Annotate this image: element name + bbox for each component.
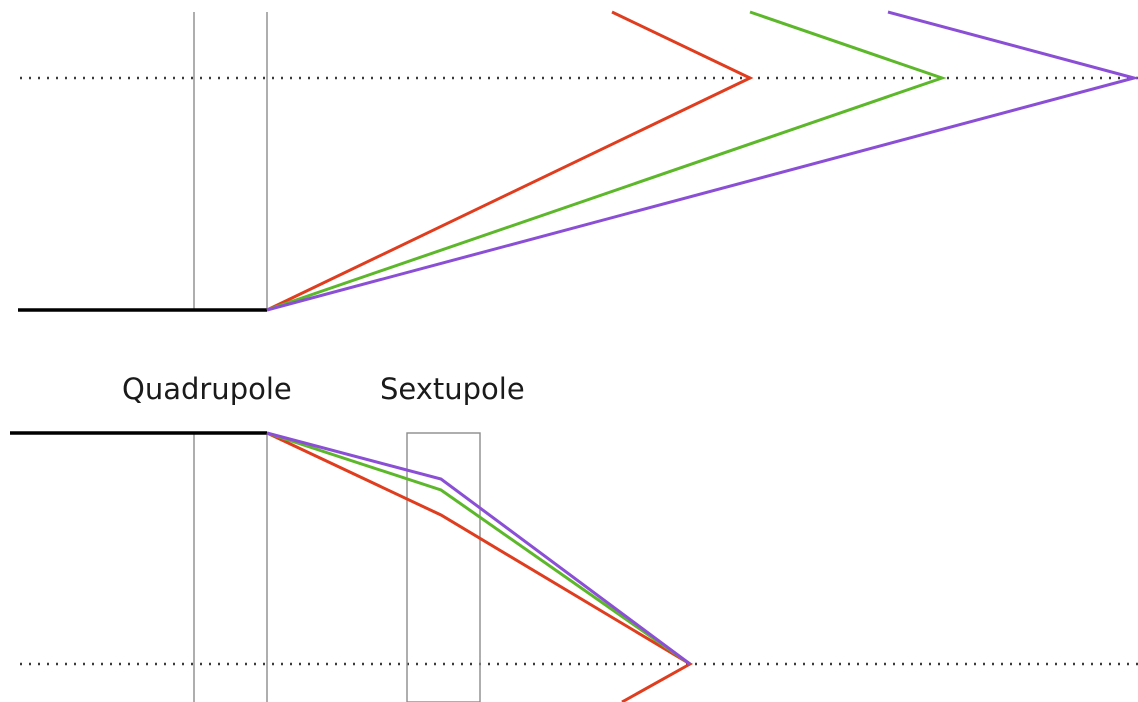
bottom-ray-green: [266, 431, 691, 666]
top-ray-green: [266, 10, 947, 312]
top-ray-purple: [266, 10, 1138, 312]
sextupole-box: [406, 432, 481, 702]
bottom-panel: [10, 431, 1138, 702]
bottom-ray-purple: [266, 431, 691, 666]
bottom-ray-red: [266, 431, 693, 702]
top-panel: [18, 10, 1138, 312]
top-ray-red: [266, 10, 754, 312]
sextupole-label: Sextupole: [380, 372, 525, 406]
quadrupole-label: Quadrupole: [122, 372, 292, 406]
